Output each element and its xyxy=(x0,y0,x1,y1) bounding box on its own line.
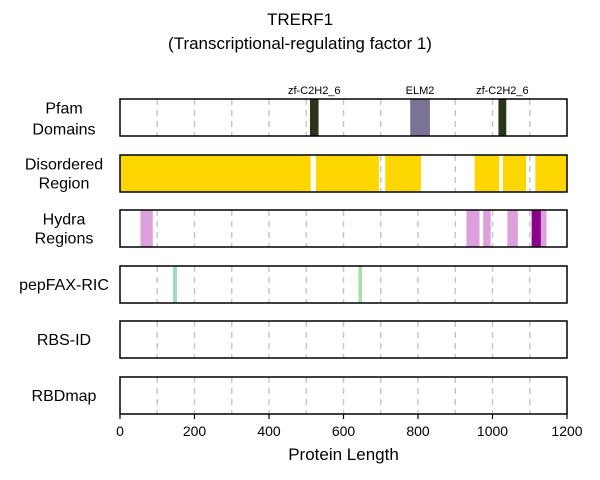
track-label: Disordered Region xyxy=(25,157,103,193)
hydra-regions-segment xyxy=(466,210,479,247)
pepfax-ric-segment xyxy=(173,266,177,303)
disordered-region-segment xyxy=(120,155,311,192)
domain-label: zf-C2H2_6 xyxy=(288,85,341,97)
pepfax-ric-segment xyxy=(358,266,362,303)
x-tick-label: 800 xyxy=(406,423,430,439)
track-label: pepFAX-RIC xyxy=(19,277,109,294)
track-label: RBS-ID xyxy=(37,332,91,349)
x-tick-label: 400 xyxy=(257,423,281,439)
domain-label: zf-C2H2_6 xyxy=(476,85,529,97)
x-tick-label: 1000 xyxy=(477,423,508,439)
disordered-region-segment xyxy=(535,155,567,192)
disordered-region-segment xyxy=(316,155,379,192)
track-label: RBDmap xyxy=(32,388,97,405)
hydra-regions-segment xyxy=(507,210,517,247)
x-tick-label: 600 xyxy=(332,423,356,439)
x-tick-label: 1200 xyxy=(551,423,582,439)
hydra-regions-segment xyxy=(140,210,152,247)
hydra-regions-segment xyxy=(532,210,541,247)
track-label: Hydra Regions xyxy=(35,212,94,248)
pfam-domains-segment xyxy=(498,99,506,136)
pfam-domains-segment xyxy=(410,99,430,136)
disordered-region-segment xyxy=(503,155,526,192)
domain-label: ELM2 xyxy=(406,85,435,97)
disordered-region-segment xyxy=(475,155,500,192)
hydra-regions-segment xyxy=(541,210,547,247)
track-label: Pfam Domains xyxy=(32,100,95,138)
pfam-domains-segment xyxy=(310,99,319,136)
x-tick-label: 200 xyxy=(183,423,207,439)
disordered-region-segment xyxy=(385,155,421,192)
x-axis-label: Protein Length xyxy=(288,445,399,464)
x-tick-label: 0 xyxy=(116,423,124,439)
hydra-regions-segment xyxy=(483,210,490,247)
